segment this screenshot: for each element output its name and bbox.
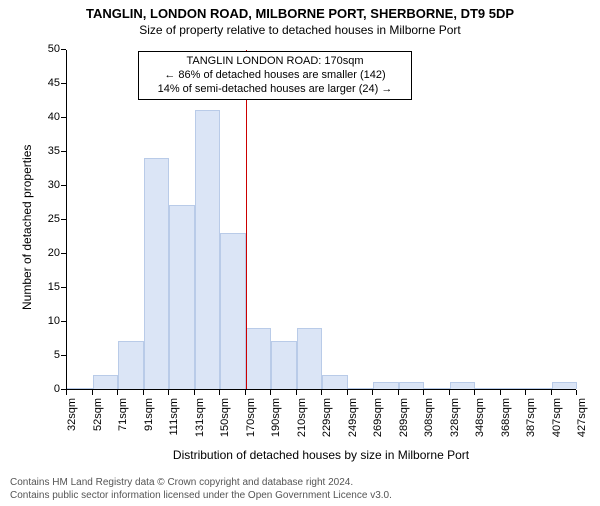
x-tick-mark (347, 390, 348, 395)
x-tick-label: 427sqm (576, 398, 588, 448)
histogram-bar (501, 388, 527, 389)
y-tick: 30 (38, 179, 60, 191)
plot-area (66, 50, 576, 390)
x-tick-label: 269sqm (372, 398, 384, 448)
x-tick-mark (92, 390, 93, 395)
x-tick-mark (551, 390, 552, 395)
x-tick-label: 52sqm (92, 398, 104, 448)
histogram-bar (450, 382, 476, 389)
histogram-bar (246, 328, 272, 389)
histogram-bar (373, 382, 399, 389)
histogram-bar (271, 341, 297, 389)
annotation-box: TANGLIN LONDON ROAD: 170sqm ← 86% of det… (138, 51, 412, 100)
y-tick: 15 (38, 281, 60, 293)
x-tick-label: 348sqm (474, 398, 486, 448)
x-tick-mark (449, 390, 450, 395)
histogram-bar (526, 388, 552, 389)
y-tick: 25 (38, 213, 60, 225)
marker-line (246, 50, 247, 389)
annotation-line1: TANGLIN LONDON ROAD: 170sqm (145, 55, 405, 69)
x-tick-label: 407sqm (551, 398, 563, 448)
histogram-bar (195, 110, 221, 389)
x-tick-label: 170sqm (245, 398, 257, 448)
x-tick-label: 229sqm (321, 398, 333, 448)
footer-line2: Contains public sector information licen… (10, 489, 392, 502)
x-tick-mark (525, 390, 526, 395)
x-tick-label: 91sqm (143, 398, 155, 448)
x-tick-label: 289sqm (398, 398, 410, 448)
histogram-bar (118, 341, 144, 389)
x-tick-mark (321, 390, 322, 395)
x-tick-mark (194, 390, 195, 395)
y-tick: 40 (38, 111, 60, 123)
y-axis-label: Number of detached properties (20, 145, 34, 310)
x-tick-label: 249sqm (347, 398, 359, 448)
histogram-bar (169, 205, 195, 389)
x-tick-mark (117, 390, 118, 395)
y-tick: 35 (38, 145, 60, 157)
histogram-bar (475, 388, 501, 389)
x-tick-label: 32sqm (66, 398, 78, 448)
x-tick-label: 308sqm (423, 398, 435, 448)
y-tick: 50 (38, 43, 60, 55)
histogram-bar (93, 375, 119, 389)
y-tick: 20 (38, 247, 60, 259)
x-tick-label: 368sqm (500, 398, 512, 448)
histogram-bar (220, 233, 246, 389)
y-tick: 0 (38, 383, 60, 395)
x-tick-mark (66, 390, 67, 395)
x-tick-mark (168, 390, 169, 395)
x-tick-mark (500, 390, 501, 395)
x-tick-mark (296, 390, 297, 395)
x-tick-label: 111sqm (168, 398, 180, 448)
x-tick-mark (245, 390, 246, 395)
histogram-bar (424, 388, 450, 389)
histogram-bar (552, 382, 578, 389)
y-tick: 10 (38, 315, 60, 327)
histogram-bar (399, 382, 425, 389)
x-tick-label: 210sqm (296, 398, 308, 448)
x-tick-mark (219, 390, 220, 395)
x-tick-mark (398, 390, 399, 395)
x-tick-label: 150sqm (219, 398, 231, 448)
annotation-line3: 14% of semi-detached houses are larger (… (145, 83, 405, 97)
x-tick-mark (576, 390, 577, 395)
x-axis-label: Distribution of detached houses by size … (66, 448, 576, 462)
histogram-bar (144, 158, 170, 389)
y-tick: 45 (38, 77, 60, 89)
x-tick-label: 190sqm (270, 398, 282, 448)
x-tick-mark (372, 390, 373, 395)
histogram-bar (322, 375, 348, 389)
x-tick-mark (423, 390, 424, 395)
histogram-bar (297, 328, 323, 389)
x-tick-label: 131sqm (194, 398, 206, 448)
histogram-bar (348, 388, 374, 389)
histogram-bar (67, 388, 93, 389)
annotation-line2: ← 86% of detached houses are smaller (14… (145, 69, 405, 83)
footer: Contains HM Land Registry data © Crown c… (10, 476, 392, 502)
y-tick: 5 (38, 349, 60, 361)
x-tick-mark (270, 390, 271, 395)
x-tick-mark (143, 390, 144, 395)
x-tick-label: 328sqm (449, 398, 461, 448)
x-tick-label: 71sqm (117, 398, 129, 448)
x-tick-label: 387sqm (525, 398, 537, 448)
x-tick-mark (474, 390, 475, 395)
footer-line1: Contains HM Land Registry data © Crown c… (10, 476, 392, 489)
